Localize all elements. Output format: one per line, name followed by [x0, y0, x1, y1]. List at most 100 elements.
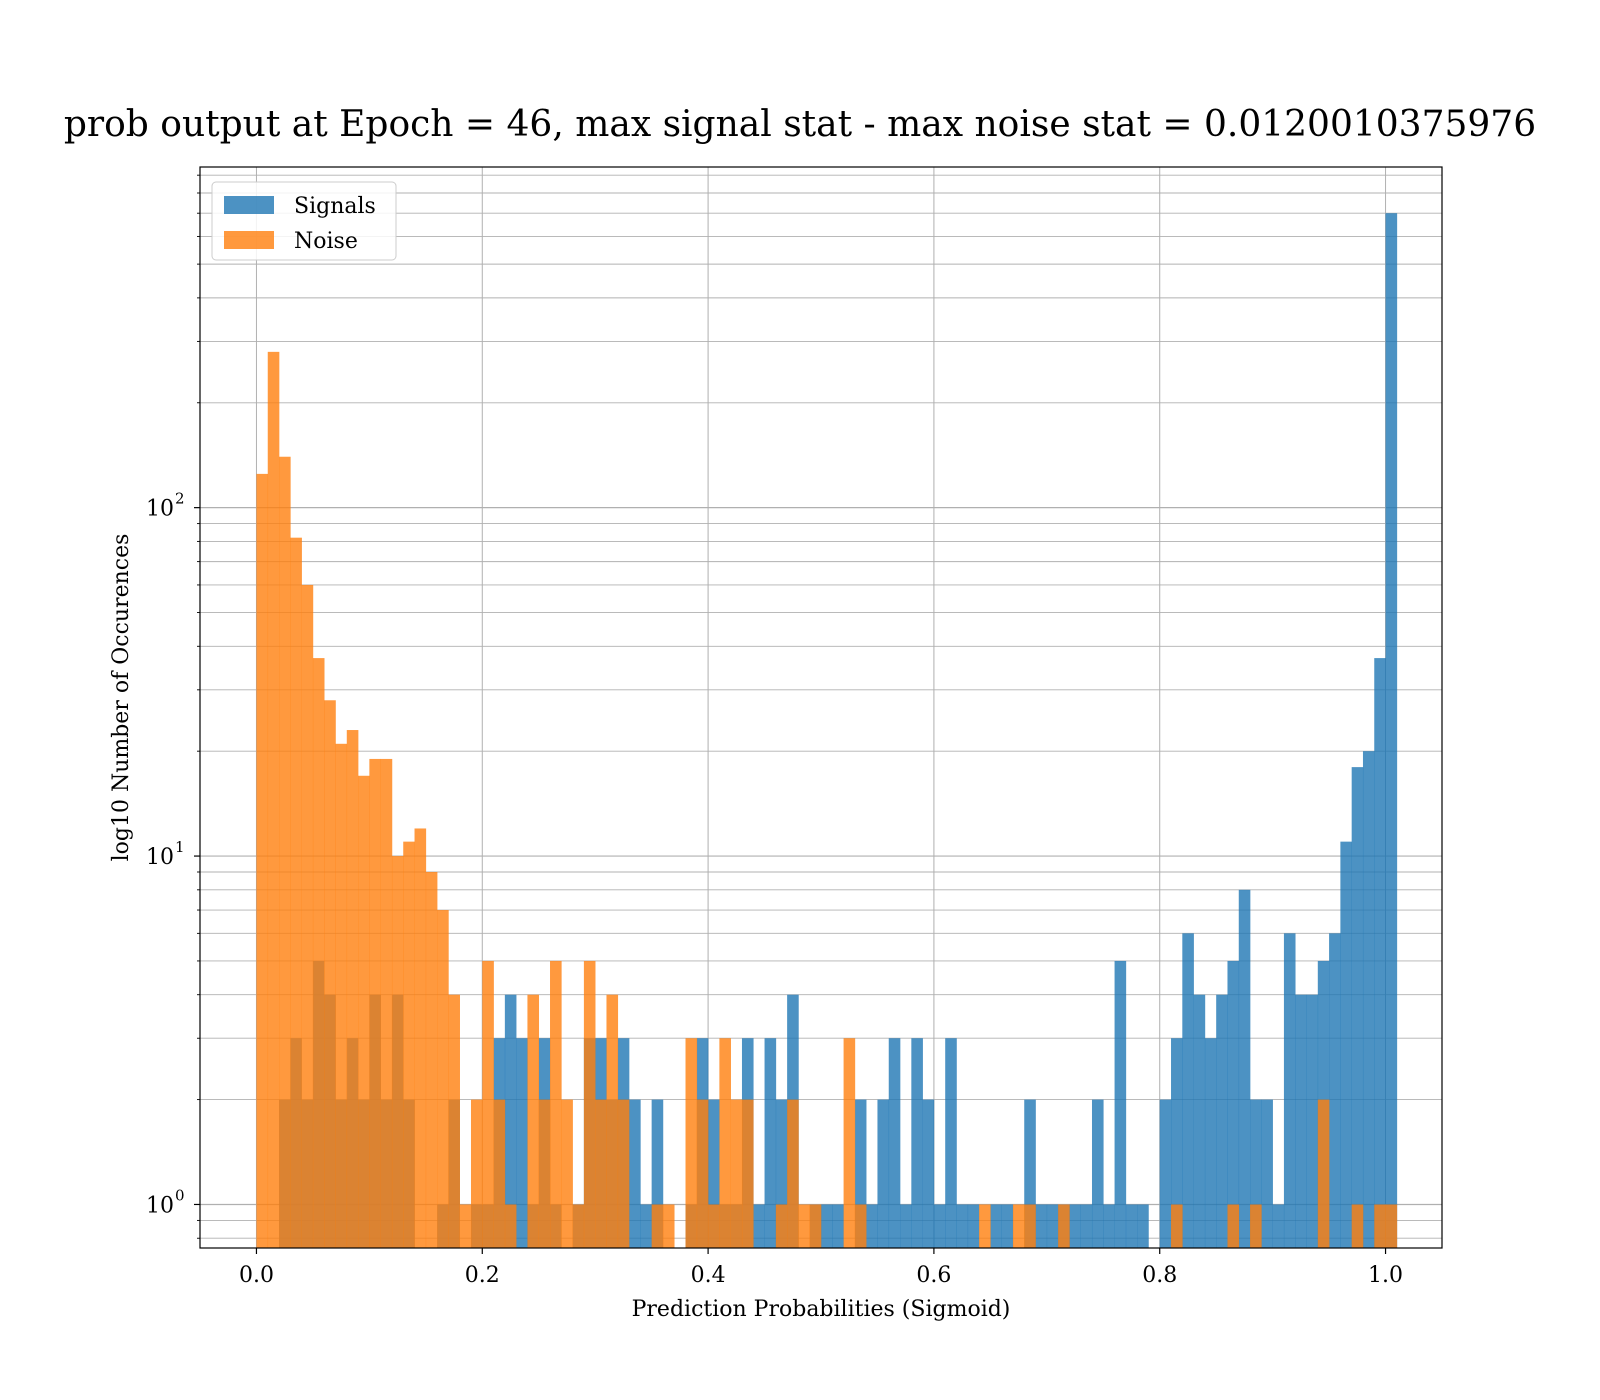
signals-bar: [1137, 1204, 1149, 1248]
y-tick-exponent: 2: [175, 490, 185, 508]
noise-bar: [380, 758, 393, 1248]
signals-bar: [1125, 1204, 1138, 1248]
signals-bar: [629, 1099, 641, 1248]
noise-bar: [787, 1099, 799, 1248]
noise-bar: [312, 658, 325, 1248]
noise-bar: [493, 1099, 506, 1248]
signals-bar: [516, 1038, 528, 1248]
signals-bar: [1024, 1099, 1036, 1248]
signals-bar: [753, 1204, 765, 1248]
signals-bar: [1238, 889, 1251, 1248]
signals-bar: [1171, 1038, 1183, 1248]
noise-bar: [741, 1099, 754, 1248]
signals-bar: [1227, 960, 1240, 1248]
noise-legend-label: Noise: [294, 229, 358, 254]
noise-bar: [651, 1204, 664, 1248]
noise-bar: [358, 775, 370, 1248]
signals-legend-label: Signals: [294, 194, 376, 219]
noise-bar: [1351, 1204, 1364, 1248]
noise-bar: [1058, 1204, 1070, 1248]
signals-bar: [1035, 1204, 1048, 1248]
noise-bar: [324, 700, 336, 1248]
noise-bar: [459, 1204, 472, 1248]
signals-bar: [967, 1204, 980, 1248]
signals-bar: [956, 1204, 969, 1248]
signals-bar: [1261, 1099, 1273, 1248]
noise-bar: [1250, 1204, 1262, 1248]
noise-bar: [425, 872, 438, 1248]
signals-bar: [1114, 960, 1127, 1248]
noise-bar: [1012, 1204, 1025, 1248]
signals-bar: [1159, 1099, 1172, 1248]
noise-bar: [504, 1204, 517, 1248]
noise-bar: [730, 1099, 743, 1248]
signals-bar: [854, 1099, 867, 1248]
signals-bar: [1250, 1099, 1262, 1248]
x-axis-label: Prediction Probabilities (Sigmoid): [632, 1297, 1011, 1322]
signals-bar: [900, 1204, 912, 1248]
noise-bar: [1374, 1204, 1386, 1248]
noise-bar: [561, 1099, 573, 1248]
noise-bar: [550, 960, 562, 1248]
noise-bar: [256, 473, 269, 1249]
noise-bar: [606, 994, 619, 1248]
noise-bars: [256, 351, 1398, 1249]
signals-bar: [911, 1038, 923, 1248]
signals-bar: [504, 994, 517, 1248]
noise-bar: [527, 994, 540, 1248]
signals-bar: [1080, 1204, 1093, 1248]
signals-bar: [1272, 1204, 1285, 1248]
x-tick-label: 0.8: [1142, 1263, 1177, 1288]
signals-bar: [1351, 767, 1364, 1248]
noise-bar: [843, 1038, 856, 1248]
signals-bar: [877, 1099, 890, 1248]
noise-bar: [470, 1099, 483, 1248]
noise-bar: [369, 758, 381, 1248]
signals-bar: [1001, 1204, 1014, 1248]
noise-bar: [1317, 1099, 1330, 1248]
x-tick-label: 1.0: [1368, 1263, 1403, 1288]
noise-bar: [696, 1099, 709, 1248]
noise-bar: [290, 537, 302, 1248]
signals-bar: [640, 1204, 652, 1248]
signals-bar: [990, 1204, 1002, 1248]
chart-title: prob output at Epoch = 46, max signal st…: [63, 104, 1537, 145]
signals-bar: [832, 1204, 844, 1248]
signals-bar: [1295, 994, 1307, 1248]
noise-bar: [414, 828, 427, 1248]
noise-bar: [809, 1204, 822, 1248]
signals-bar: [1046, 1204, 1059, 1248]
signals-bar: [1306, 994, 1319, 1248]
noise-bar: [335, 743, 348, 1248]
noise-bar: [708, 1204, 720, 1248]
noise-bar: [267, 351, 280, 1248]
noise-bar: [1024, 1204, 1036, 1248]
noise-bar: [662, 1204, 675, 1248]
signals-bar: [1362, 751, 1375, 1248]
x-tick-label: 0.6: [916, 1263, 951, 1288]
noise-bar: [685, 1038, 698, 1248]
y-tick-label: 10: [146, 497, 174, 522]
noise-bar: [583, 960, 596, 1248]
noise-bar: [391, 856, 404, 1248]
signals-bar: [1283, 933, 1296, 1248]
signals-bar: [1069, 1204, 1081, 1248]
legend: Signals Noise: [211, 181, 397, 261]
noise-bar: [346, 730, 359, 1248]
noise-bar: [437, 910, 449, 1248]
signals-bar: [764, 1038, 777, 1248]
noise-bar: [572, 1204, 585, 1248]
y-axis-label: log10 Number of Occurences: [109, 534, 134, 862]
signals-bar: [651, 1099, 664, 1248]
signals-bar: [1182, 933, 1194, 1248]
y-tick-label: 10: [146, 845, 174, 870]
signals-bar: [888, 1038, 901, 1248]
x-tick-label: 0.0: [239, 1263, 274, 1288]
noise-bar: [279, 456, 291, 1249]
noise-bar: [403, 841, 415, 1248]
signals-bar: [1091, 1099, 1104, 1248]
signals-bar: [1216, 994, 1228, 1248]
noise-bar: [617, 1099, 630, 1248]
signals-bar: [922, 1099, 935, 1248]
